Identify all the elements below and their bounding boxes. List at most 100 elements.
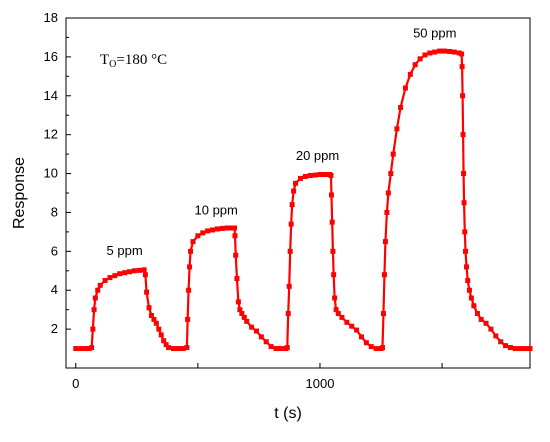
- data-point-marker: [166, 345, 172, 351]
- data-point-marker: [144, 289, 150, 295]
- data-point-marker: [170, 346, 176, 352]
- data-point-marker: [263, 339, 269, 345]
- data-point-marker: [293, 180, 299, 186]
- concentration-label: 20 ppm: [296, 148, 339, 163]
- data-point-marker: [175, 346, 181, 352]
- data-point-marker: [249, 324, 255, 330]
- data-point-marker: [330, 248, 336, 254]
- concentration-label: 5 ppm: [107, 243, 143, 258]
- data-point-marker: [97, 282, 103, 288]
- data-point-marker: [219, 225, 225, 231]
- data-point-marker: [379, 345, 385, 351]
- data-point-marker: [107, 275, 113, 281]
- data-point-marker: [136, 267, 142, 273]
- concentration-label: 50 ppm: [413, 25, 456, 40]
- data-point-marker: [459, 51, 465, 57]
- data-point-marker: [417, 56, 423, 62]
- y-axis: 2 4 6 8 10 12 14 16 18: [44, 10, 71, 336]
- data-point-marker: [331, 272, 337, 278]
- data-point-marker: [161, 338, 167, 344]
- data-point-marker: [344, 319, 350, 325]
- data-point-marker: [307, 173, 313, 178]
- data-point-marker: [195, 233, 201, 239]
- data-point-marker: [442, 48, 448, 54]
- data-point-marker: [126, 269, 132, 275]
- data-point-marker: [333, 307, 339, 313]
- data-point-marker: [156, 326, 162, 332]
- data-point-marker: [141, 267, 147, 273]
- data-point-marker: [527, 346, 533, 352]
- data-point-marker: [390, 151, 396, 157]
- data-point-marker: [478, 316, 484, 322]
- data-point-marker: [437, 48, 443, 54]
- data-point-marker: [146, 305, 152, 311]
- data-point-marker: [232, 233, 238, 239]
- data-point-marker: [205, 228, 211, 234]
- data-point-marker: [382, 239, 388, 245]
- data-point-marker: [235, 299, 241, 305]
- data-point-marker: [322, 172, 328, 178]
- data-point-marker: [239, 311, 245, 317]
- data-point-marker: [329, 219, 335, 225]
- data-point-marker: [210, 227, 216, 233]
- x-tick-label: 0: [72, 376, 79, 391]
- data-point-marker: [312, 172, 318, 178]
- data-point-marker: [92, 295, 98, 301]
- data-point-marker: [95, 287, 101, 293]
- y-axis-label: Response: [11, 157, 28, 229]
- data-point-marker: [368, 344, 374, 350]
- data-point-marker: [412, 62, 418, 68]
- y-tick-label: 14: [44, 88, 58, 103]
- data-point-marker: [158, 332, 164, 338]
- response-series: [73, 48, 533, 352]
- data-point-marker: [102, 278, 108, 283]
- data-point-marker: [291, 188, 297, 194]
- x-axis: 0 1000: [72, 363, 443, 391]
- data-point-marker: [148, 313, 154, 318]
- data-point-marker: [234, 276, 240, 282]
- data-point-marker: [142, 272, 148, 278]
- data-point-marker: [151, 316, 157, 322]
- data-point-marker: [468, 295, 474, 301]
- data-point-marker: [285, 311, 291, 317]
- data-point-marker: [503, 343, 509, 349]
- data-point-marker: [200, 230, 206, 236]
- y-tick-label: 12: [44, 127, 58, 142]
- data-point-marker: [402, 85, 408, 91]
- data-point-marker: [163, 342, 169, 348]
- data-point-marker: [349, 323, 355, 329]
- data-point-marker: [465, 278, 471, 283]
- y-tick-label: 6: [51, 243, 58, 258]
- data-point-marker: [273, 346, 279, 352]
- x-axis-label: t (s): [274, 405, 302, 422]
- data-point-marker: [380, 311, 386, 317]
- data-point-marker: [498, 339, 504, 345]
- data-point-marker: [427, 50, 433, 56]
- y-tick-label: 10: [44, 166, 58, 181]
- data-point-marker: [460, 132, 466, 138]
- data-point-marker: [463, 248, 469, 254]
- data-point-marker: [398, 104, 404, 110]
- data-point-marker: [91, 307, 97, 313]
- data-point-marker: [112, 273, 118, 279]
- temperature-condition-label: TO=180 °C: [100, 52, 167, 70]
- data-point-marker: [422, 52, 428, 58]
- data-point-marker: [507, 345, 513, 351]
- data-point-marker: [332, 295, 338, 301]
- data-point-marker: [388, 171, 394, 177]
- y-tick-label: 8: [51, 204, 58, 219]
- data-point-marker: [522, 346, 528, 352]
- data-point-marker: [464, 264, 470, 270]
- data-point-marker: [180, 346, 186, 352]
- data-point-marker: [493, 333, 499, 339]
- data-point-marker: [358, 334, 364, 340]
- data-point-marker: [83, 346, 89, 352]
- y-tick-label: 18: [44, 10, 58, 25]
- data-point-marker: [190, 239, 196, 245]
- data-point-marker: [474, 311, 480, 317]
- data-point-marker: [488, 326, 494, 332]
- concentration-annotations: 5 ppm 10 ppm 20 ppm 50 ppm: [107, 25, 457, 258]
- plot-border: [65, 17, 531, 369]
- data-point-marker: [459, 64, 465, 70]
